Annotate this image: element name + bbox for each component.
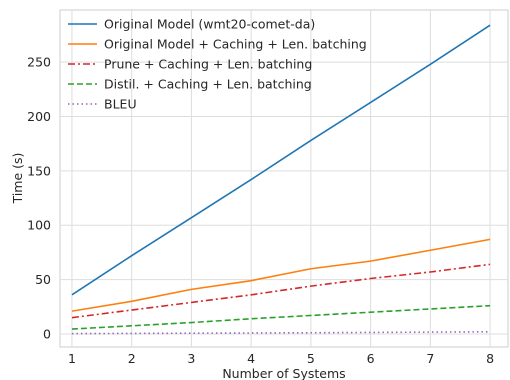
legend-label: BLEU: [104, 97, 137, 112]
y-tick-label: 50: [35, 272, 51, 287]
y-axis-label: Time (s): [10, 153, 25, 205]
x-tick-label: 2: [128, 351, 136, 366]
y-tick-label: 250: [27, 55, 51, 70]
legend-label: Distil. + Caching + Len. batching: [104, 77, 312, 92]
y-tick-label: 0: [43, 326, 51, 341]
x-axis-label: Number of Systems: [222, 366, 345, 380]
x-tick-label: 7: [426, 351, 434, 366]
legend-label: Original Model (wmt20-comet-da): [104, 17, 315, 32]
y-tick-label: 200: [27, 109, 51, 124]
grid-lines: [60, 10, 508, 347]
series-line: [71, 238, 491, 312]
series-line: [71, 263, 491, 319]
x-tick-labels: 1 2 3 4 5 6 7 8: [68, 351, 494, 366]
series-lines: [71, 24, 491, 335]
y-tick-labels: 0 50 100 150 200 250: [27, 55, 51, 342]
x-tick-label: 1: [68, 351, 76, 366]
legend: Original Model (wmt20-comet-da) Original …: [68, 17, 367, 112]
x-tick-label: 8: [486, 351, 494, 366]
x-tick-label: 3: [187, 351, 195, 366]
y-tick-label: 100: [27, 218, 51, 233]
x-tick-label: 6: [367, 351, 375, 366]
y-tick-label: 150: [27, 163, 51, 178]
legend-label: Original Model + Caching + Len. batching: [104, 37, 367, 52]
legend-label: Prune + Caching + Len. batching: [104, 57, 312, 72]
series-line: [71, 304, 491, 330]
x-tick-label: 5: [307, 351, 315, 366]
series-line: [71, 24, 491, 296]
x-tick-label: 4: [247, 351, 255, 366]
